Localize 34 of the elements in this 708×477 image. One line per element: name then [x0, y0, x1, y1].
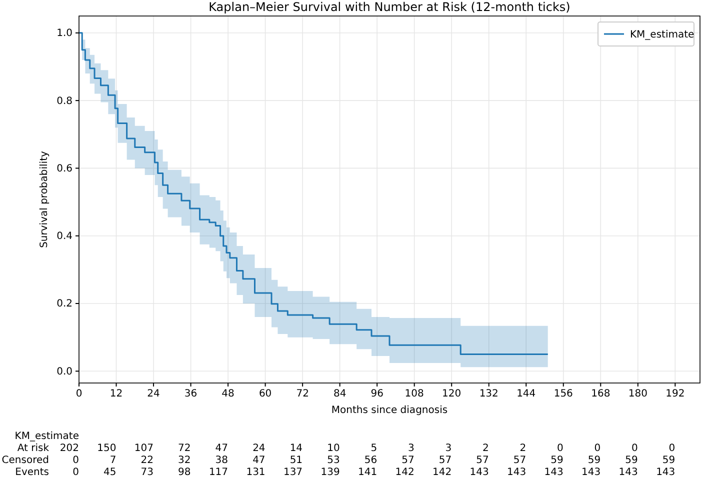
x-tick-label: 0 — [76, 388, 82, 400]
y-tick-label: 1.0 — [56, 28, 72, 40]
y-tick-label: 0.4 — [56, 231, 72, 242]
x-tick-label: 84 — [333, 388, 346, 400]
text: 0 7 22 32 38 47 51 53 56 57 57 57 57 59 59 59 59 — [72, 455, 676, 466]
text: 202 150 107 72 47 24 14 10 5 3 3 2 2 0 0 0 0 — [60, 443, 676, 454]
x-tick-label: 120 — [442, 388, 462, 400]
x-tick-label: 144 — [516, 388, 536, 400]
chart-title: Kaplan–Meier Survival with Number at Risk (12-month ticks) — [208, 0, 570, 14]
x-tick-label: 168 — [591, 388, 610, 400]
text: Events — [15, 467, 49, 477]
y-axis-title: Survival probability — [39, 150, 50, 248]
x-tick-label: 192 — [666, 388, 685, 400]
x-tick-label: 180 — [628, 388, 648, 400]
y-tick-label: 0.2 — [56, 298, 72, 310]
text: At risk — [17, 443, 50, 454]
x-tick-label: 156 — [554, 388, 573, 400]
legend-label: KM_estimate — [630, 30, 694, 40]
x-axis-title: Months since diagnosis — [331, 405, 448, 416]
y-tick-label: 0.0 — [56, 366, 72, 378]
y-tick-label: 0.8 — [56, 96, 72, 107]
x-tick-label: 108 — [404, 388, 424, 400]
x-tick-label: 12 — [110, 388, 123, 400]
text: Censored — [2, 455, 49, 466]
y-tick-label: 0.6 — [56, 163, 72, 174]
text: 0 45 73 98 117 131 137 139 141 142 142 143 143 143 143 143 143 — [72, 467, 676, 477]
x-tick-label: 24 — [147, 388, 160, 400]
text: KM_estimate — [14, 431, 79, 442]
x-tick-label: 96 — [370, 388, 384, 400]
x-tick-label: 48 — [222, 388, 234, 400]
x-tick-label: 60 — [258, 388, 272, 400]
x-tick-label: 72 — [296, 388, 309, 400]
x-tick-label: 36 — [184, 388, 198, 400]
x-tick-label: 132 — [479, 388, 498, 400]
